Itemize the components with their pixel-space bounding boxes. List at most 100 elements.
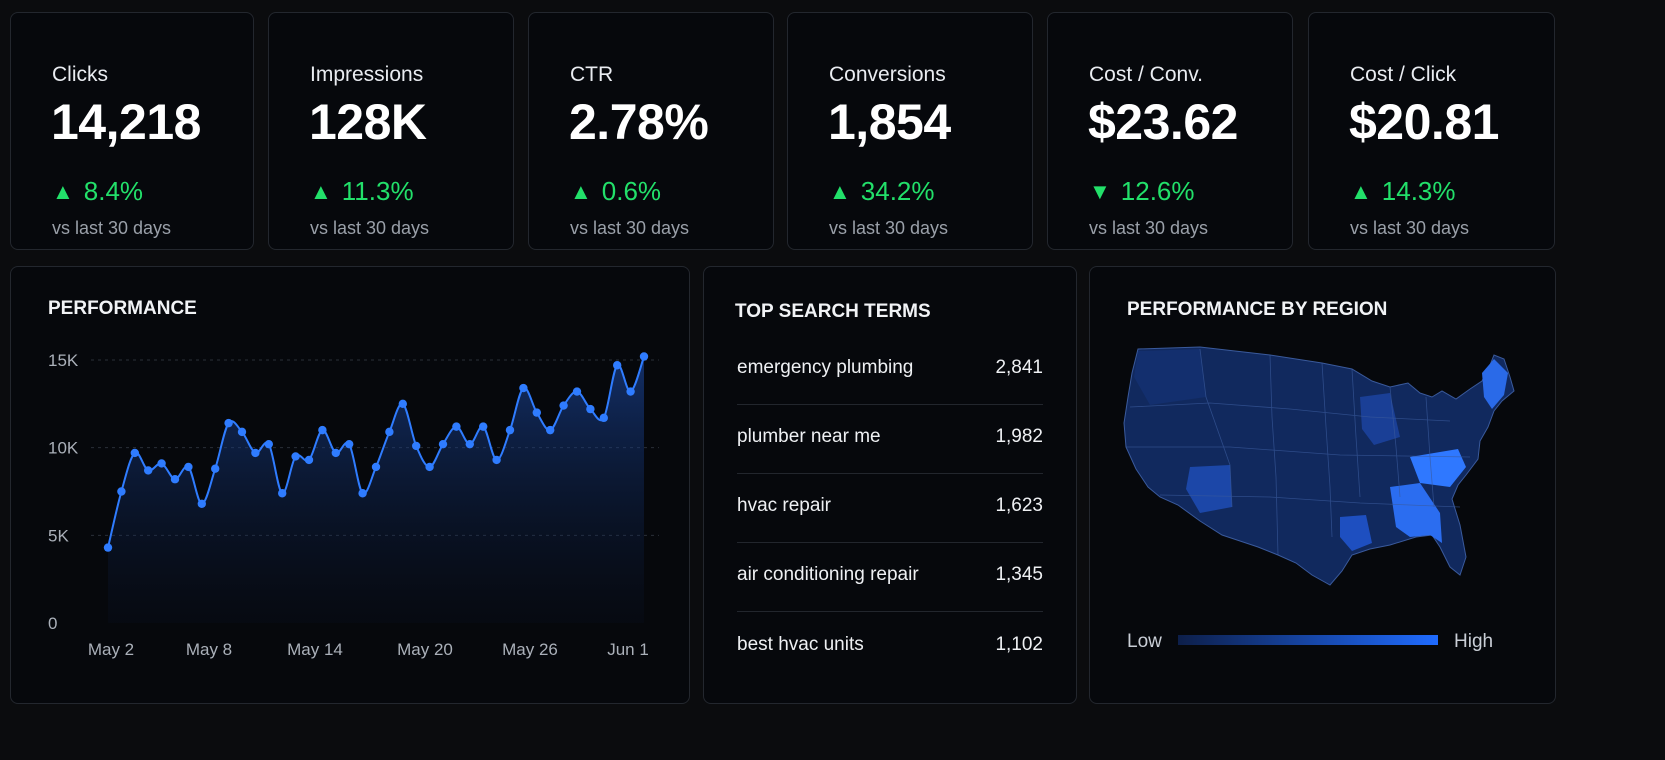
data-point[interactable] bbox=[304, 455, 314, 465]
data-point[interactable] bbox=[559, 401, 568, 410]
kpi-value: 128K bbox=[309, 94, 427, 150]
x-tick-label: May 14 bbox=[287, 640, 343, 659]
data-point[interactable] bbox=[425, 462, 434, 472]
data-point[interactable] bbox=[385, 427, 394, 437]
data-point[interactable] bbox=[264, 439, 273, 449]
data-point[interactable] bbox=[626, 387, 635, 396]
data-point[interactable] bbox=[412, 441, 421, 451]
triangle-up-icon: ▲ bbox=[1350, 178, 1372, 204]
kpi-label: Conversions bbox=[829, 63, 946, 86]
data-point[interactable] bbox=[371, 462, 381, 472]
data-point[interactable] bbox=[572, 387, 582, 396]
data-point[interactable] bbox=[331, 448, 340, 458]
data-point[interactable] bbox=[639, 352, 649, 361]
x-tick-label: May 2 bbox=[88, 640, 134, 659]
us-region-map bbox=[1123, 346, 1515, 586]
data-point[interactable] bbox=[479, 422, 488, 431]
kpi-value: 14,218 bbox=[51, 94, 201, 150]
triangle-up-icon: ▲ bbox=[829, 178, 851, 204]
performance-chart: 0 5K 10K 15K May 2 May 8 May 14 May 20 May 26 Jun… bbox=[48, 351, 659, 659]
data-point[interactable] bbox=[358, 489, 367, 498]
kpi-delta: ▼ 12.6% bbox=[1089, 176, 1195, 207]
data-point[interactable] bbox=[438, 439, 448, 449]
data-point[interactable] bbox=[278, 489, 287, 498]
search-term-count: 1,982 bbox=[995, 426, 1043, 447]
data-point[interactable] bbox=[291, 452, 300, 461]
data-point[interactable] bbox=[546, 425, 555, 435]
kpi-delta-value: 8.4% bbox=[83, 176, 144, 206]
data-point[interactable] bbox=[251, 448, 260, 458]
search-term: best hvac units bbox=[737, 633, 864, 655]
data-point[interactable] bbox=[586, 404, 595, 414]
kpi-comparison: vs last 30 days bbox=[52, 218, 172, 238]
data-point[interactable] bbox=[157, 459, 166, 468]
kpi-comparison: vs last 30 days bbox=[310, 218, 430, 238]
data-point[interactable] bbox=[237, 427, 247, 437]
kpi-delta-value: 14.3% bbox=[1381, 176, 1456, 206]
region-southwest bbox=[1186, 465, 1232, 513]
kpi-value: $20.81 bbox=[1349, 94, 1499, 150]
data-point[interactable] bbox=[599, 413, 608, 423]
data-point[interactable] bbox=[224, 418, 233, 428]
legend-low-label: Low bbox=[1127, 631, 1162, 652]
legend-gradient-bar bbox=[1178, 635, 1438, 645]
data-point[interactable] bbox=[398, 399, 407, 409]
data-point[interactable] bbox=[184, 462, 193, 472]
kpi-comparison: vs last 30 days bbox=[1350, 218, 1470, 238]
data-point[interactable] bbox=[492, 455, 501, 465]
kpi-delta-value: 11.3% bbox=[341, 176, 414, 206]
data-point[interactable] bbox=[211, 464, 220, 473]
data-point[interactable] bbox=[130, 448, 139, 458]
data-point[interactable] bbox=[465, 439, 474, 449]
data-point[interactable] bbox=[613, 361, 622, 370]
data-point[interactable] bbox=[532, 408, 541, 417]
search-term-row[interactable]: best hvac units 1,102 bbox=[737, 608, 1043, 681]
kpi-card: Conversions 1,854 ▲ 34.2% vs last 30 days bbox=[787, 12, 1033, 250]
x-tick-label: May 20 bbox=[397, 640, 453, 659]
triangle-up-icon: ▲ bbox=[310, 178, 332, 204]
data-point[interactable] bbox=[144, 466, 153, 475]
kpi-value: 1,854 bbox=[828, 94, 951, 150]
kpi-card: Cost / Conv. $23.62 ▼ 12.6% vs last 30 days bbox=[1047, 12, 1293, 250]
search-term-row[interactable]: emergency plumbing 2,841 bbox=[737, 332, 1043, 405]
kpi-value: $23.62 bbox=[1088, 94, 1238, 150]
kpi-delta: ▲ 0.6% bbox=[570, 176, 661, 207]
search-term-row[interactable]: plumber near me 1,982 bbox=[737, 401, 1043, 474]
data-point[interactable] bbox=[103, 543, 113, 552]
kpi-label: Cost / Conv. bbox=[1089, 63, 1203, 86]
data-point[interactable] bbox=[505, 425, 515, 435]
kpi-delta: ▲ 11.3% bbox=[310, 176, 414, 207]
data-point[interactable] bbox=[452, 422, 461, 431]
region-southeast bbox=[1390, 483, 1442, 543]
data-point[interactable] bbox=[345, 439, 354, 449]
region-midwest bbox=[1360, 393, 1400, 445]
kpi-label: Impressions bbox=[310, 63, 424, 86]
search-term-row[interactable]: air conditioning repair 1,345 bbox=[737, 539, 1043, 612]
triangle-up-icon: ▲ bbox=[570, 178, 592, 204]
search-term-row[interactable]: hvac repair 1,623 bbox=[737, 470, 1043, 543]
kpi-comparison: vs last 30 days bbox=[570, 218, 690, 238]
data-point[interactable] bbox=[170, 475, 180, 484]
kpi-card: Cost / Click $20.81 ▲ 14.3% vs last 30 days bbox=[1308, 12, 1555, 250]
kpi-label: CTR bbox=[570, 63, 614, 86]
data-point[interactable] bbox=[197, 499, 206, 508]
search-term-count: 2,841 bbox=[995, 357, 1043, 378]
series-area bbox=[108, 356, 644, 623]
performance-card: PERFORMANCE 0 5K 10K 15K May 2 May 8 May 14 May… bbox=[10, 266, 690, 704]
data-point[interactable] bbox=[519, 383, 528, 393]
kpi-delta: ▲ 8.4% bbox=[52, 176, 143, 207]
region-south-central bbox=[1340, 515, 1372, 551]
region-northeast bbox=[1482, 359, 1508, 409]
x-tick-label: Jun 1 bbox=[607, 640, 649, 659]
x-tick-label: May 26 bbox=[502, 640, 558, 659]
search-term-count: 1,623 bbox=[995, 495, 1043, 516]
region-carolinas bbox=[1410, 449, 1466, 487]
search-term-count: 1,102 bbox=[995, 633, 1043, 655]
search-term-count: 1,345 bbox=[995, 564, 1043, 585]
data-point[interactable] bbox=[117, 487, 126, 496]
triangle-up-icon: ▲ bbox=[52, 178, 74, 204]
search-term: plumber near me bbox=[737, 426, 881, 447]
kpi-comparison: vs last 30 days bbox=[1089, 218, 1209, 238]
data-point[interactable] bbox=[318, 425, 327, 435]
kpi-delta: ▲ 14.3% bbox=[1350, 176, 1456, 207]
